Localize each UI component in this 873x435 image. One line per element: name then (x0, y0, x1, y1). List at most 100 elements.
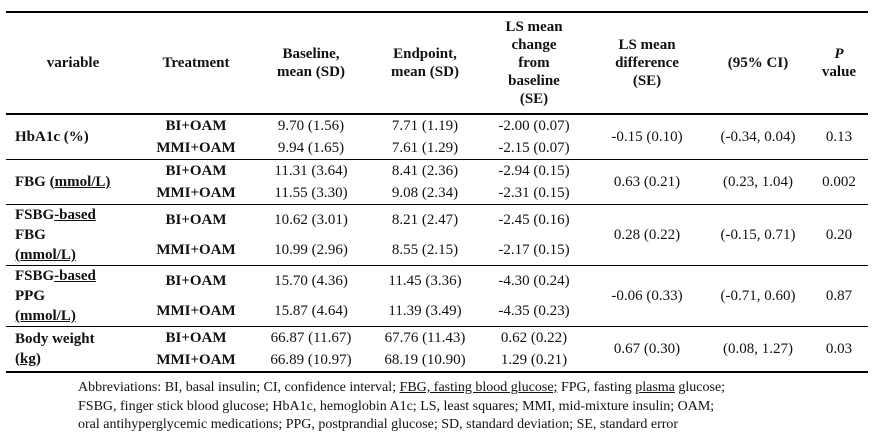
ls-change-cell: -2.45 (0.16) (480, 204, 588, 235)
ci-cell: (0.23, 1.04) (706, 159, 810, 205)
text-segment: kg (20, 351, 36, 367)
table-row: MMI+OAM 15.87 (4.64) 11.39 (3.49) -4.35 (0.… (6, 296, 868, 327)
ls-difference-cell: 0.63 (0.21) (588, 159, 706, 205)
ls-change-cell: -2.00 (0.07) (498, 117, 570, 134)
ls-change-cell: -4.35 (0.23) (498, 302, 570, 319)
p-value-cell: 0.03 (810, 326, 868, 372)
text-segment: (mmol/L) (15, 247, 76, 263)
col-header-endpoint: Endpoint, mean (SD) (370, 12, 480, 115)
text-segment: (95% CI) (727, 55, 789, 71)
text-segment: ) (35, 351, 41, 367)
text-segment: Body weight (15, 331, 95, 347)
treatment-cell: MMI+OAM (156, 241, 236, 258)
text-segment: baseline (508, 73, 560, 89)
text-segment: mean (SD) (391, 64, 459, 80)
ci-cell: (-0.71, 0.60) (706, 265, 810, 327)
text-segment: from (518, 55, 550, 71)
baseline-cell: 11.31 (3.64) (252, 159, 370, 182)
endpoint-cell: 7.61 (1.29) (391, 139, 459, 156)
table-row: Body weight (kg) BI+OAM 66.87 (11.67) 67.76 … (6, 326, 868, 372)
table-row: MMI+OAM 9.94 (1.65) 7.61 (1.29) -2.15 (0.07… (6, 137, 868, 160)
ls-change-cell: 1.29 (0.21) (500, 351, 568, 368)
table-body: HbA1c (%) BI+OAM 9.70 (1.56) 7.71 (1.19) -2.… (6, 114, 868, 372)
text-segment: oral antihyperglycemic medications; PPG,… (78, 417, 679, 432)
ci-cell: (-0.34, 0.04) (720, 128, 796, 145)
footnote-line: FSBG, finger stick blood glucose; HbA1c,… (78, 398, 866, 417)
text-segment: Abbreviations: BI, basal insulin; CI, co… (78, 380, 400, 395)
treatment-cell: MMI+OAM (156, 351, 236, 368)
text-segment: (SE) (519, 91, 549, 107)
endpoint-cell: 68.19 (10.90) (384, 351, 466, 368)
table-row: MMI+OAM 66.89 (10.97) 68.19 (10.90) 1.29 (0… (6, 349, 868, 372)
ls-difference-cell: -0.06 (0.33) (588, 265, 706, 327)
table-header-row: variable Treatment Baseline, mean (SD) En… (6, 12, 868, 115)
p-value-cell: 0.87 (810, 265, 868, 327)
ls-change-cell: 0.62 (0.22) (480, 326, 588, 349)
baseline-cell: 66.87 (11.67) (252, 326, 370, 349)
ci-cell: (0.08, 1.27) (706, 326, 810, 372)
text-segment: FPG, fasting (557, 380, 636, 395)
text-segment: LS mean (505, 19, 563, 35)
baseline-cell: 11.55 (3.30) (274, 184, 348, 201)
text-segment: mean (SD) (277, 64, 345, 80)
text-segment: FBG (15, 227, 46, 243)
text-segment: HbA1c (%) (15, 129, 89, 145)
p-value-cell: 0.002 (810, 159, 868, 205)
treatment-cell: MMI+OAM (156, 139, 236, 156)
table-header: variable Treatment Baseline, mean (SD) En… (6, 12, 868, 115)
treatment-cell: BI+OAM (140, 204, 252, 235)
text-segment: Endpoint, (393, 46, 457, 62)
endpoint-cell: 9.08 (2.34) (391, 184, 459, 201)
variable-cell: FSBG-based PPG (mmol/L) (6, 265, 140, 327)
baseline-cell: 10.62 (3.01) (252, 204, 370, 235)
text-segment: value (821, 64, 857, 80)
table-row: MMI+OAM 11.55 (3.30) 9.08 (2.34) -2.31 (0.1… (6, 182, 868, 205)
text-segment: FSBG, finger stick blood glucose; HbA1c,… (78, 398, 715, 414)
treatment-cell: MMI+OAM (156, 184, 236, 201)
text-segment: variable (46, 55, 100, 71)
table-row: FBG (mmol/L) BI+OAM 11.31 (3.64) 8.41 (2.36… (6, 159, 868, 205)
col-header-variable: variable (6, 12, 140, 115)
text-segment: PPG (15, 288, 45, 304)
text-segment: FSBG (15, 268, 55, 284)
variable-cell: Body weight (kg) (6, 326, 140, 372)
col-header-ls-difference: LS mean difference (SE) (588, 12, 706, 115)
ls-difference-cell: -0.15 (0.10) (611, 128, 683, 145)
ls-change-cell: -2.94 (0.15) (480, 159, 588, 182)
text-segment: FBG ( (15, 174, 55, 190)
endpoint-cell: 8.55 (2.15) (391, 241, 459, 258)
baseline-cell: 66.89 (10.97) (270, 351, 352, 368)
treatment-cell: BI+OAM (165, 117, 227, 134)
treatment-cell: BI+OAM (140, 265, 252, 296)
treatment-cell: BI+OAM (140, 159, 252, 182)
text-segment: LS mean (618, 37, 676, 53)
footnote-line: oral antihyperglycemic medications; PPG,… (78, 416, 866, 435)
treatment-cell: MMI+OAM (156, 302, 236, 319)
baseline-cell: 15.70 (4.36) (252, 265, 370, 296)
baseline-cell: 10.99 (2.96) (274, 241, 348, 258)
text-segment: plasma (635, 380, 675, 395)
ls-change-cell: -2.31 (0.15) (498, 184, 570, 201)
ls-change-cell: -4.30 (0.24) (480, 265, 588, 296)
ls-change-cell: -2.17 (0.15) (498, 241, 570, 258)
text-segment: FSBG (15, 207, 55, 223)
col-header-ci: (95% CI) (706, 12, 810, 115)
ls-difference-cell: 0.67 (0.30) (588, 326, 706, 372)
p-value-cell: 0.13 (825, 128, 853, 145)
text-segment: P (834, 46, 844, 62)
text-segment: change (511, 37, 557, 53)
col-header-baseline: Baseline, mean (SD) (252, 12, 370, 115)
variable-cell: HbA1c (%) (6, 114, 140, 160)
text-segment: glucose; (674, 380, 726, 395)
ls-change-cell: -2.15 (0.07) (498, 139, 570, 156)
baseline-cell: 9.70 (1.56) (277, 117, 345, 134)
endpoint-cell: 11.45 (3.36) (370, 265, 480, 296)
col-header-treatment: Treatment (140, 12, 252, 115)
endpoint-cell: 11.39 (3.49) (388, 302, 462, 319)
variable-cell: FBG (mmol/L) (6, 159, 140, 205)
results-table: variable Treatment Baseline, mean (SD) En… (6, 11, 868, 373)
text-segment: -based (54, 207, 96, 223)
table-row: HbA1c (%) BI+OAM 9.70 (1.56) 7.71 (1.19) -2.… (6, 114, 868, 146)
